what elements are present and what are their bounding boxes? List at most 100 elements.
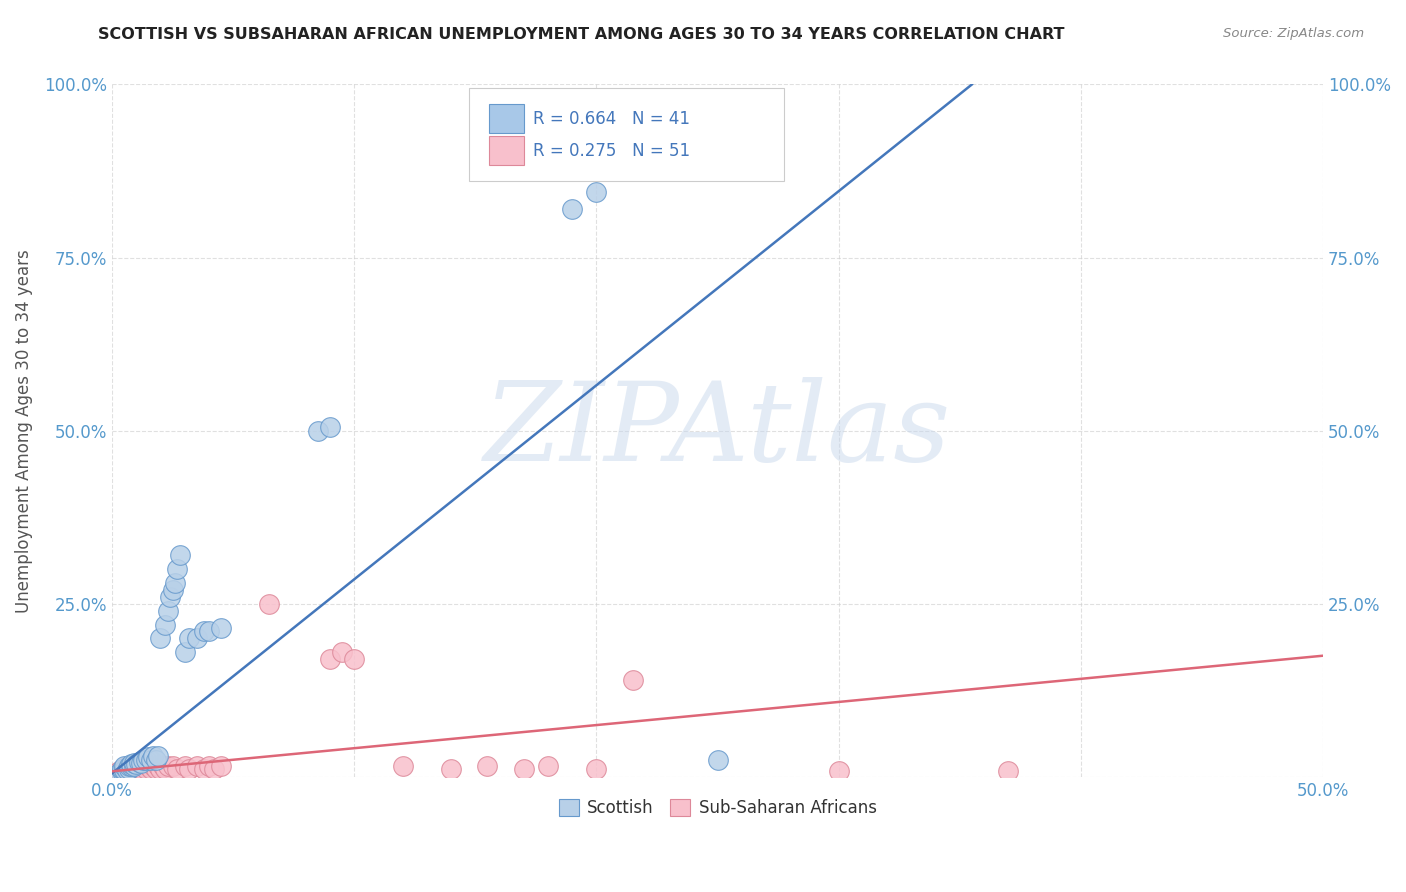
Point [125,762,148,776]
Point [112,759,135,773]
Point [319,652,342,666]
Point [120,759,142,773]
Point [155,617,177,632]
Point [112,763,135,777]
Point [319,420,342,434]
Point [209,759,232,773]
Point [125,757,148,772]
Point [122,759,145,773]
Point [122,762,145,776]
Point [997,764,1019,779]
Point [118,763,141,777]
Point [179,632,201,646]
Point [440,762,463,776]
Point [198,624,221,639]
Point [159,590,181,604]
Point [112,764,135,779]
Point [118,762,141,776]
Point [585,185,607,199]
Point [112,762,135,776]
Point [139,762,162,776]
Point [111,762,134,776]
Point [166,762,188,776]
Point [105,766,128,780]
Point [129,756,152,770]
Point [186,759,208,773]
Text: ZIPAtlas: ZIPAtlas [484,377,952,484]
Point [115,763,138,777]
Point [561,202,583,216]
Point [132,759,155,773]
Legend: Scottish, Sub-Saharan Africans: Scottish, Sub-Saharan Africans [553,792,883,824]
Point [136,759,159,773]
Point [169,549,191,563]
Point [128,762,150,776]
Point [202,762,225,776]
Point [152,759,174,773]
Point [209,621,232,635]
Point [128,755,150,769]
Point [136,750,159,764]
Point [125,759,148,773]
Point [155,762,177,776]
FancyBboxPatch shape [489,136,524,165]
Point [142,759,165,773]
Point [122,759,145,773]
Point [128,759,150,773]
Point [186,632,208,646]
Point [193,762,215,776]
Point [537,759,560,773]
Point [166,562,188,576]
Point [513,762,536,776]
Point [120,759,142,773]
Point [391,759,413,773]
Point [343,652,366,666]
Point [585,762,607,776]
Point [621,673,644,687]
FancyBboxPatch shape [470,88,785,181]
Point [706,753,728,767]
Point [118,759,141,773]
Point [129,762,152,776]
Point [149,762,172,776]
Point [132,753,155,767]
Point [142,749,165,764]
Text: R = 0.275   N = 51: R = 0.275 N = 51 [533,142,690,160]
Point [115,763,138,777]
Point [146,759,169,773]
Point [163,576,186,591]
Point [135,762,157,776]
Point [139,753,162,767]
Text: SCOTTISH VS SUBSAHARAN AFRICAN UNEMPLOYMENT AMONG AGES 30 TO 34 YEARS CORRELATIO: SCOTTISH VS SUBSAHARAN AFRICAN UNEMPLOYM… [98,27,1064,42]
Text: R = 0.664   N = 41: R = 0.664 N = 41 [533,110,690,128]
Point [259,597,281,611]
Point [108,766,131,780]
Point [198,759,221,773]
Point [122,756,145,770]
Point [179,762,201,776]
Point [135,753,157,767]
Point [145,753,167,767]
FancyBboxPatch shape [489,104,524,133]
Point [120,757,142,772]
Point [145,762,167,776]
Point [156,604,179,618]
Point [118,762,141,776]
Point [173,759,195,773]
Point [149,632,172,646]
Point [162,759,184,773]
Point [330,645,353,659]
Point [173,645,195,659]
Text: Source: ZipAtlas.com: Source: ZipAtlas.com [1223,27,1364,40]
Point [193,624,215,639]
Point [120,763,142,777]
Point [111,763,134,777]
Point [307,424,329,438]
Point [146,749,169,764]
Y-axis label: Unemployment Among Ages 30 to 34 years: Unemployment Among Ages 30 to 34 years [15,249,32,613]
Point [156,759,179,773]
Point [162,582,184,597]
Point [115,759,138,773]
Point [477,759,499,773]
Point [827,764,849,779]
